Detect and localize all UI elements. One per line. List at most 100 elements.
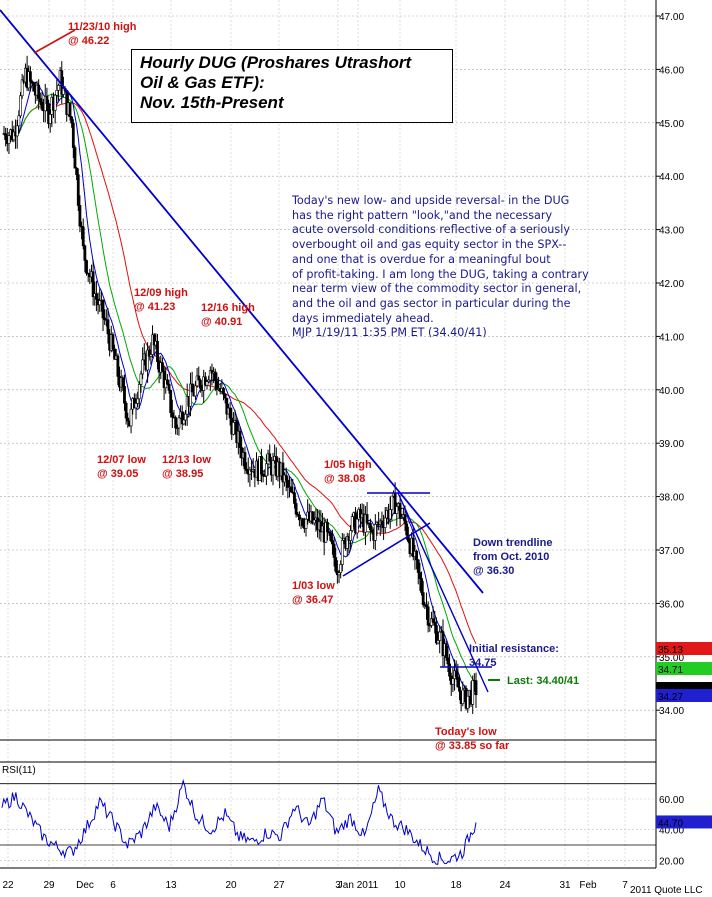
price-tag [656, 642, 712, 655]
candle-body [466, 695, 470, 709]
candle-body [405, 523, 409, 536]
candle-body [222, 388, 225, 395]
candle-body [448, 663, 451, 677]
candle-body [146, 349, 149, 371]
candle-body [286, 479, 290, 488]
candle-body [180, 411, 184, 425]
commentary-line: acute oversold conditions reflective of … [292, 223, 570, 237]
candle-body [70, 116, 74, 124]
price-tag-label: 34.71 [658, 665, 683, 676]
candle-body [421, 592, 425, 605]
candle-body [152, 334, 156, 346]
x-tick-label: 24 [499, 880, 511, 891]
candle-body [293, 492, 296, 504]
candle-body [174, 417, 178, 429]
candle-body [425, 604, 428, 608]
annotations: 11/23/10 high @ 46.22 12/09 high @ 41.23 12/… [68, 21, 579, 752]
candle-body [446, 657, 450, 665]
candle-body [461, 689, 465, 704]
candle-body [471, 680, 475, 705]
candle-body [126, 417, 130, 422]
candle-body [444, 643, 448, 659]
annotation-label: Today's low [435, 726, 497, 738]
candle-body [68, 102, 72, 118]
annotation-label: from Oct. 2010 [473, 551, 549, 563]
candle-body [311, 511, 315, 524]
candle-body [271, 460, 275, 476]
candle-body [162, 370, 166, 389]
x-tick-label: 29 [43, 880, 55, 891]
rsi-line [1, 778, 477, 866]
chart-title-line: Hourly DUG (Proshares Utrashort [140, 53, 412, 72]
candle-body [86, 272, 90, 275]
candle-body [289, 486, 293, 493]
annotation-label: @ 38.95 [162, 468, 203, 480]
candle-body [339, 564, 343, 573]
annotation-label: 12/16 high [201, 302, 255, 314]
candle-body [213, 371, 217, 382]
candle-body [207, 379, 211, 382]
candle-body [225, 397, 229, 415]
candle-body [156, 341, 159, 363]
annotation-label: @ 36.47 [292, 594, 333, 606]
commentary-line: days immediately ahead. [292, 311, 434, 325]
candle-body [350, 516, 354, 531]
candle-body [228, 407, 232, 419]
y-tick-label: 44.00 [659, 172, 684, 183]
candle-body [324, 522, 328, 543]
annotation-label: 1/03 low [292, 580, 335, 592]
candle-body [7, 135, 11, 144]
candle-body [194, 385, 197, 397]
candle-body [116, 355, 120, 377]
candle-body [139, 373, 143, 385]
candle-body [334, 557, 338, 572]
annotation-label: 12/07 low [97, 454, 146, 466]
candle-body [434, 625, 438, 644]
annotation-label: 12/13 low [162, 454, 211, 466]
candle-body [137, 384, 141, 400]
candle-body [426, 606, 430, 626]
annotation-label: @ 40.91 [201, 316, 242, 328]
candle-body [98, 300, 102, 306]
candle-body [403, 514, 407, 525]
x-tick-label: 31 [559, 880, 571, 891]
candle-body [136, 398, 140, 404]
price-tag [656, 662, 712, 675]
candle-body [215, 380, 219, 390]
candle-body [71, 122, 75, 148]
candle-body [85, 260, 88, 274]
annotation-label: 34.75 [469, 657, 497, 669]
annotation-label: @ 36.30 [473, 565, 514, 577]
candle-body [248, 469, 252, 475]
commentary-text: Today's new low- and upside reversal- in… [292, 194, 637, 341]
annotation-label: Down trendline [473, 537, 552, 549]
commentary-line: overbought oil and gas equity sector in … [292, 238, 567, 252]
candle-body [398, 503, 402, 519]
price-tag-label: 35.13 [658, 645, 683, 656]
candle-body [345, 536, 349, 549]
y-tick-label: 35.00 [659, 653, 684, 664]
trendline [397, 492, 489, 693]
rsi-title: RSI(11) [2, 765, 36, 776]
candle-body [436, 640, 440, 644]
y-tick-label: 46.00 [659, 65, 684, 76]
candle-body [80, 225, 83, 228]
rsi-tag [656, 815, 712, 829]
candle-body [327, 531, 331, 534]
candle-body [47, 103, 50, 124]
candle-body [76, 174, 80, 206]
candle-body [383, 517, 387, 528]
trendlines [0, 9, 500, 693]
candle-body [32, 82, 36, 92]
chart-title-line: Oil & Gas ETF): [140, 73, 265, 92]
candle-body [231, 422, 235, 435]
rsi-panel: RSI(11) 60.00 40.00 20.00 44.70 [0, 765, 712, 867]
candle-body [124, 402, 128, 419]
price-tag-label: 34.27 [658, 692, 683, 703]
commentary-line: Today's new low- and upside reversal- in… [292, 194, 570, 207]
candle-body [4, 133, 8, 140]
candle-body [167, 383, 171, 391]
candle-body [205, 381, 209, 386]
y-tick-label: 38.00 [659, 493, 684, 504]
